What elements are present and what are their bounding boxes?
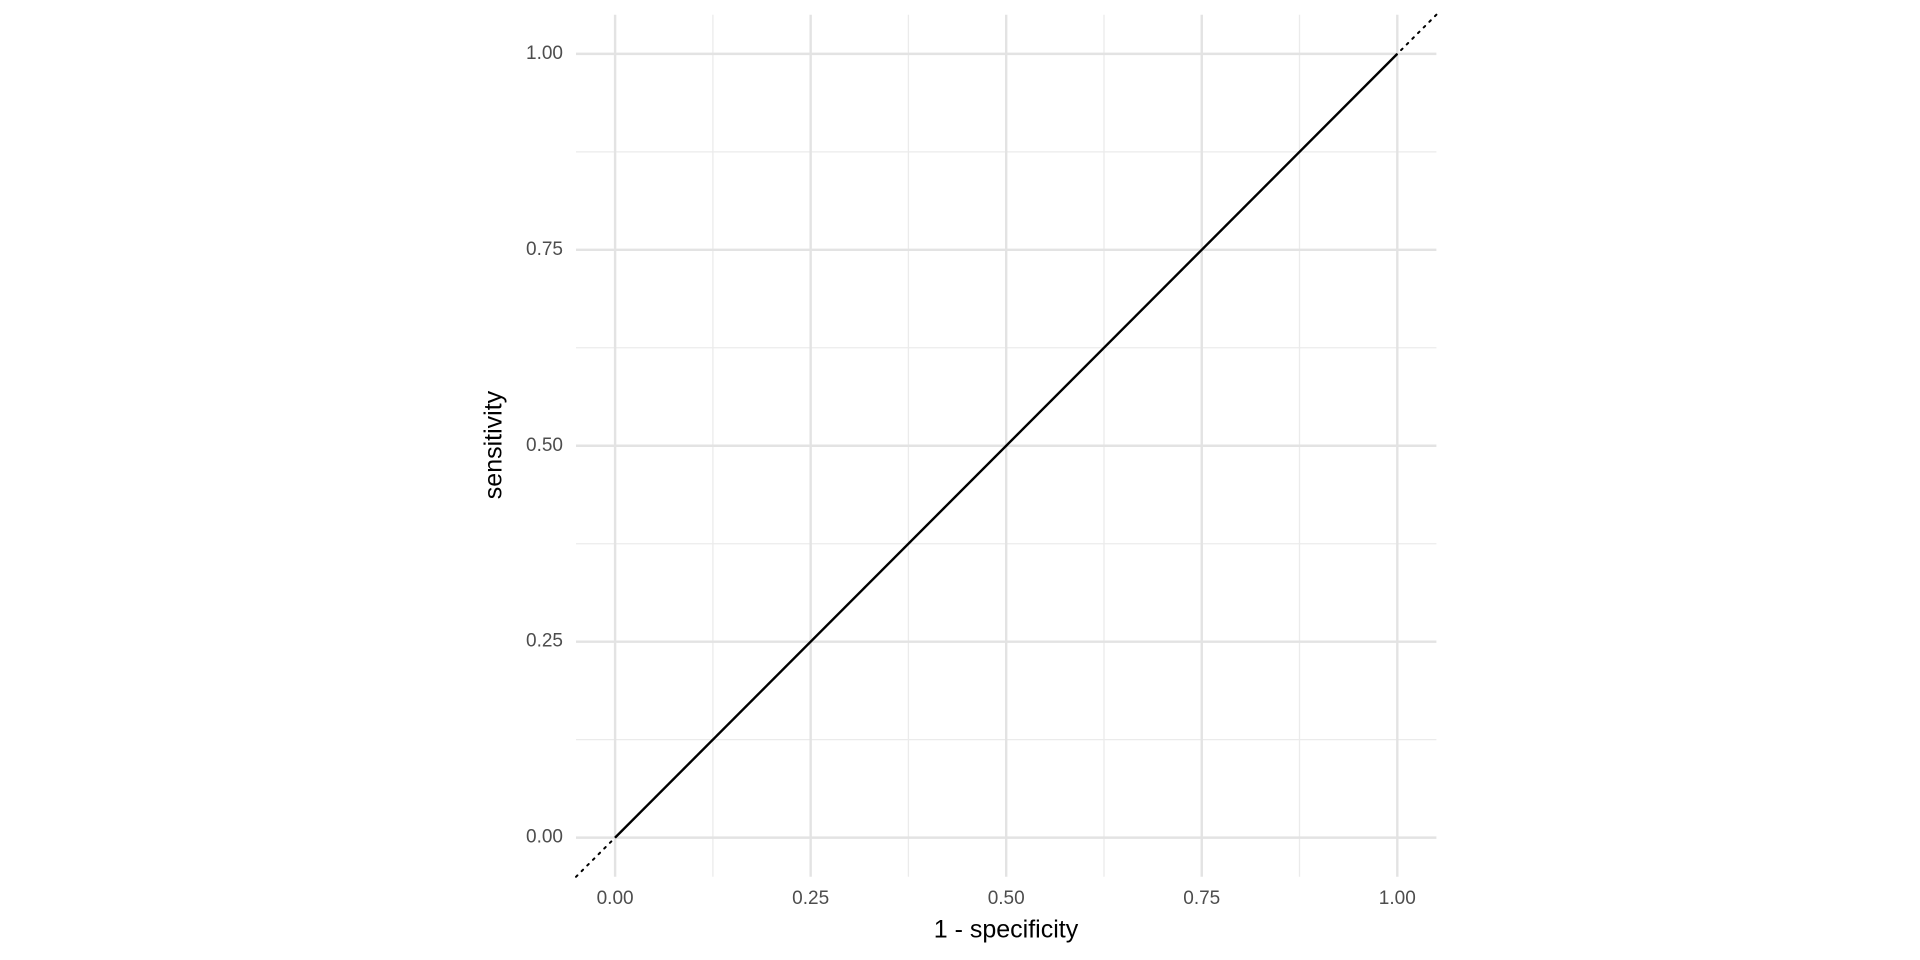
y-tick-label: 1.00 [526,43,563,64]
x-tick-label: 0.50 [988,888,1025,909]
x-tick-label: 1.00 [1379,888,1416,909]
grid [576,14,1437,877]
roc-line [614,53,1399,839]
x-tick-label: 0.00 [597,888,634,909]
x-tick-label: 0.25 [792,888,829,909]
y-tick-label: 0.75 [526,239,563,260]
x-axis-title: 1 - specificity [934,916,1079,944]
marks [575,13,1438,878]
y-tick-label: 0.00 [526,827,563,848]
y-tick-label: 0.25 [526,631,563,652]
x-tick-label: 0.75 [1183,888,1220,909]
y-axis-title: sensitivity [480,390,508,499]
y-tick-label: 0.50 [526,435,563,456]
